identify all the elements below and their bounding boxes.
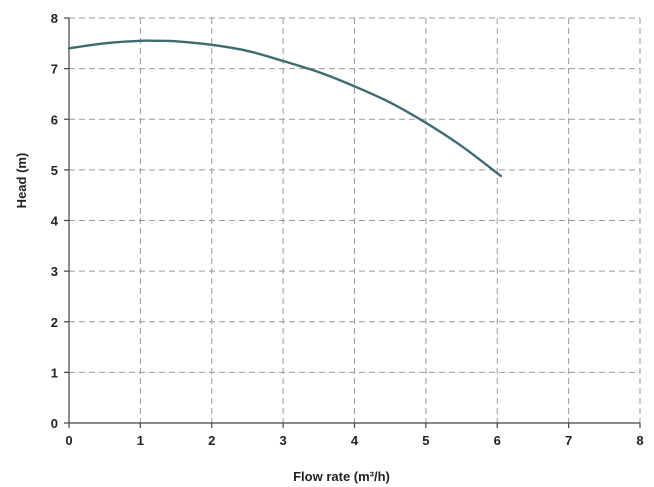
y-tick-label: 1 (51, 365, 58, 380)
y-tick-label: 8 (51, 11, 58, 26)
y-tick-labels: 0 1 2 3 4 5 6 7 8 (51, 11, 59, 431)
y-tick-label: 5 (51, 163, 58, 178)
x-axis-title: Flow rate (m³/h) (293, 469, 390, 484)
x-tick-label: 2 (208, 433, 215, 448)
series-line (67, 39, 503, 178)
y-tick-label: 2 (51, 315, 58, 330)
x-tick-label: 7 (565, 433, 572, 448)
x-tick-label: 3 (280, 433, 287, 448)
y-axis-title: Head (m) (14, 153, 29, 209)
x-tick-label: 8 (636, 433, 643, 448)
y-tick-label: 6 (51, 112, 58, 127)
series-group (67, 39, 503, 178)
x-tick-label: 1 (137, 433, 144, 448)
x-tick-label: 0 (65, 433, 72, 448)
grid (69, 17, 641, 423)
y-tick-label: 7 (51, 62, 58, 77)
y-tick-label: 4 (51, 214, 59, 229)
x-tick-label: 4 (351, 433, 359, 448)
x-tick-label: 5 (422, 433, 429, 448)
y-tick-label: 0 (51, 416, 58, 431)
y-tick-label: 3 (51, 264, 58, 279)
x-tick-labels: 0 1 2 3 4 5 6 7 8 (65, 433, 643, 448)
axes (64, 17, 641, 428)
x-tick-label: 6 (494, 433, 501, 448)
